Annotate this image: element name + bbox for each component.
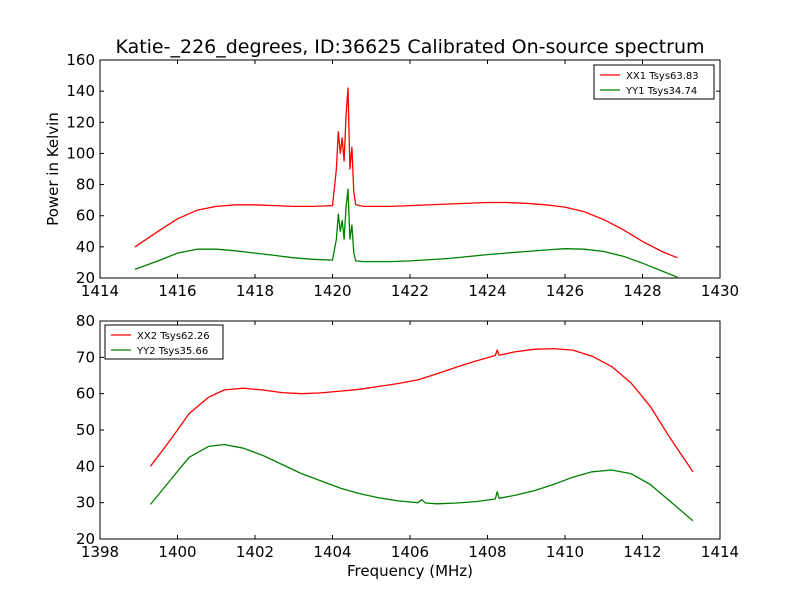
y-tick-label: 160 [66, 51, 95, 69]
x-axis-label: Frequency (MHz) [347, 562, 473, 580]
x-tick-label: 1422 [391, 282, 429, 300]
x-tick-label: 1402 [236, 543, 274, 561]
x-tick-label: 1416 [158, 282, 196, 300]
x-tick-label: 1424 [468, 282, 506, 300]
x-tick-label: 1420 [313, 282, 351, 300]
y-tick-label: 80 [76, 176, 95, 194]
x-tick-label: 1430 [701, 282, 739, 300]
x-tick-label: 1398 [81, 543, 119, 561]
y-tick-label: 50 [76, 421, 95, 439]
y-tick-label: 120 [66, 113, 95, 131]
legend-box [593, 64, 715, 100]
y-tick-label: 80 [76, 312, 95, 330]
legend-box [104, 324, 224, 360]
y-tick-label: 140 [66, 82, 95, 100]
x-tick-label: 1410 [546, 543, 584, 561]
y-tick-label: 60 [76, 385, 95, 403]
legend-label-2: YY2 Tsys35.66 [136, 346, 208, 357]
y-tick-label: 20 [76, 269, 95, 287]
x-tick-label: 1414 [701, 543, 739, 561]
y-tick-label: 70 [76, 348, 95, 366]
x-tick-label: 1400 [158, 543, 196, 561]
x-tick-label: 1418 [236, 282, 274, 300]
legend: XX2 Tsys62.26 YY2 Tsys35.66 [104, 324, 224, 360]
series-line-1 [149, 347, 694, 473]
chart-title: Katie-_226_degrees, ID:36625 Calibrated … [115, 36, 704, 58]
x-tick-label: 1404 [313, 543, 351, 561]
legend: XX1 Tsys63.83 YY1 Tsys34.74 [593, 64, 715, 100]
legend-label-1: XX1 Tsys63.83 [626, 71, 699, 82]
series-line-1 [134, 87, 678, 259]
plot-panel-1: 1414 1416 1418 1420 1422 1424 1426 1428 1430 20 40… [66, 51, 739, 300]
x-tick-label: 1412 [623, 543, 661, 561]
plot-panel-2: 1398 1400 1402 1404 1406 1408 1410 1412 1414 20 30… [76, 312, 739, 561]
y-tick-label: 100 [66, 144, 95, 162]
series-line-2 [134, 188, 678, 278]
y-tick-label: 40 [76, 457, 95, 475]
y-tick-label: 20 [76, 530, 95, 548]
x-tick-label: 1426 [546, 282, 584, 300]
x-tick-label: 1406 [391, 543, 429, 561]
x-tick-label: 1408 [468, 543, 506, 561]
y-tick-label: 60 [76, 207, 95, 225]
y-tick-label: 40 [76, 238, 95, 256]
x-tick-label: 1414 [81, 282, 119, 300]
x-tick-label: 1428 [623, 282, 661, 300]
legend-label-1: XX2 Tsys62.26 [137, 331, 210, 342]
y-axis-label: Power in Kelvin [44, 112, 62, 226]
series-line-2 [149, 443, 694, 522]
y-tick-label: 30 [76, 494, 95, 512]
legend-label-2: YY1 Tsys34.74 [625, 86, 697, 97]
